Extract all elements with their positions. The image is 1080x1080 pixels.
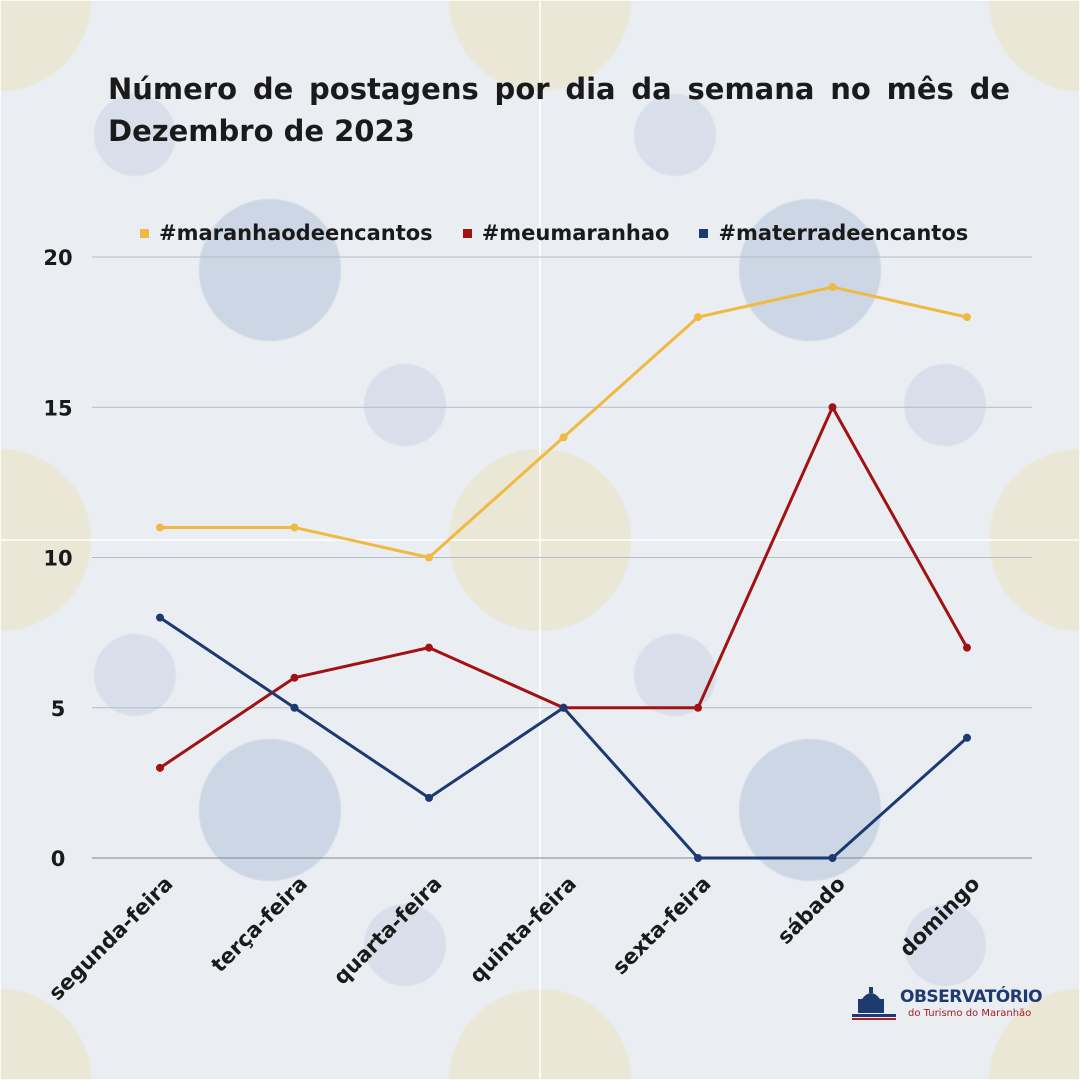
x-tick-label-domingo: domingo	[895, 872, 985, 962]
data-point-meumaranhao-domingo	[963, 643, 971, 652]
x-tick-label-terça-feira: terça-feira	[207, 872, 312, 977]
logo-subtitle: do Turismo do Maranhão	[908, 1008, 1032, 1019]
x-tick-label-sábado: sábado	[773, 872, 850, 949]
observatory-icon	[852, 987, 896, 1020]
data-point-maranhaodeencantos-sexta-feira	[694, 313, 702, 322]
x-tick-label-segunda-feira: segunda-feira	[44, 872, 177, 1005]
data-point-meumaranhao-quarta-feira	[425, 643, 433, 652]
data-point-materradeencantos-terça-feira	[290, 703, 299, 712]
data-point-maranhaodeencantos-domingo	[963, 313, 971, 322]
observatorio-logo: OBSERVATÓRIO do Turismo do Maranhão	[852, 983, 1048, 1027]
legend-swatch-maranhaodeencantos	[140, 228, 149, 238]
data-point-maranhaodeencantos-terça-feira	[290, 523, 299, 532]
x-tick-label-sexta-feira: sexta-feira	[608, 872, 716, 980]
data-point-meumaranhao-terça-feira	[290, 673, 299, 682]
legend-swatch-materradeencantos	[699, 228, 709, 238]
x-tick-label-quarta-feira: quarta-feira	[329, 872, 447, 990]
legend-swatch-meumaranhao	[462, 228, 472, 238]
y-tick-label-20: 20	[43, 246, 72, 270]
legend-item-materradeencantos: #materradeencantos	[699, 221, 968, 245]
series-line-maranhaodeencantos	[160, 285, 968, 559]
series-line-materradeencantos	[159, 616, 968, 860]
logo-name: OBSERVATÓRIO	[900, 987, 1043, 1007]
data-point-maranhaodeencantos-sábado	[828, 283, 837, 292]
series-line-meumaranhao	[159, 405, 969, 770]
y-tick-label-5: 5	[51, 697, 66, 721]
data-point-meumaranhao-sexta-feira	[694, 703, 702, 712]
y-tick-label-0: 0	[51, 847, 66, 871]
chart-title: Número de postagens por dia da semana no…	[108, 72, 1010, 148]
data-point-maranhaodeencantos-quinta-feira	[559, 433, 568, 442]
y-tick-label-10: 10	[43, 547, 72, 571]
data-point-materradeencantos-quarta-feira	[425, 793, 433, 802]
data-point-maranhaodeencantos-segunda-feira	[156, 523, 164, 532]
y-tick-label-15: 15	[43, 396, 72, 420]
legend-item-meumaranhao: #meumaranhao	[462, 221, 670, 245]
data-point-meumaranhao-segunda-feira	[156, 763, 164, 772]
data-point-materradeencantos-domingo	[963, 733, 971, 742]
data-point-materradeencantos-sexta-feira	[694, 854, 702, 862]
data-point-materradeencantos-segunda-feira	[156, 613, 164, 622]
legend: #maranhaodeencantos #meumaranhao #materr…	[140, 218, 968, 248]
data-point-materradeencantos-quinta-feira	[559, 703, 568, 712]
x-tick-label-quinta-feira: quinta-feira	[465, 872, 581, 988]
data-point-materradeencantos-sábado	[828, 854, 837, 862]
data-point-maranhaodeencantos-quarta-feira	[425, 553, 433, 562]
legend-label-meumaranhao: #meumaranhao	[481, 221, 670, 245]
legend-label-materradeencantos: #materradeencantos	[718, 221, 969, 245]
legend-item-maranhaodeencantos: #maranhaodeencantos	[140, 221, 433, 245]
data-point-meumaranhao-sábado	[828, 403, 837, 412]
legend-label-maranhaodeencantos: #maranhaodeencantos	[159, 221, 433, 245]
